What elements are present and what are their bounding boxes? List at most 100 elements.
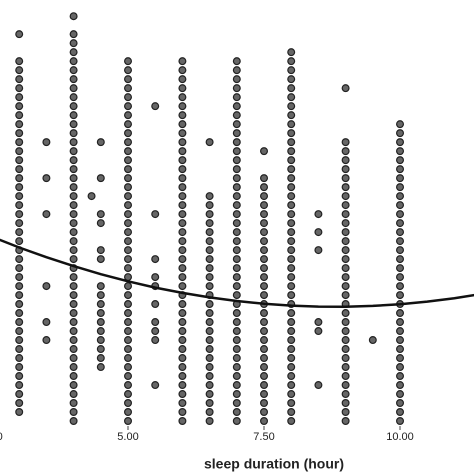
point [96, 246, 105, 255]
point [396, 318, 405, 327]
point [96, 318, 105, 327]
point [178, 282, 187, 291]
point [287, 327, 296, 336]
point [205, 318, 214, 327]
point [287, 84, 296, 93]
point [178, 300, 187, 309]
point [69, 12, 78, 21]
point [396, 246, 405, 255]
point [124, 102, 133, 111]
point [96, 138, 105, 147]
point [69, 156, 78, 165]
point [341, 336, 350, 345]
point [15, 408, 24, 417]
point [341, 327, 350, 336]
point [314, 327, 323, 336]
point [287, 57, 296, 66]
point [124, 327, 133, 336]
point [15, 228, 24, 237]
point [287, 165, 296, 174]
point [96, 219, 105, 228]
point [205, 408, 214, 417]
point [124, 93, 133, 102]
point [232, 327, 241, 336]
point [124, 138, 133, 147]
point [178, 372, 187, 381]
point [205, 390, 214, 399]
point [124, 228, 133, 237]
point [260, 372, 269, 381]
point [260, 282, 269, 291]
point [69, 30, 78, 39]
point [232, 219, 241, 228]
point [15, 66, 24, 75]
point [151, 300, 160, 309]
point [178, 345, 187, 354]
point [287, 138, 296, 147]
point [124, 345, 133, 354]
point [69, 219, 78, 228]
point [287, 273, 296, 282]
point [205, 300, 214, 309]
point [396, 363, 405, 372]
point [232, 372, 241, 381]
point [15, 183, 24, 192]
point [15, 174, 24, 183]
point [314, 318, 323, 327]
point [178, 210, 187, 219]
point [96, 363, 105, 372]
point [260, 417, 269, 426]
point [124, 201, 133, 210]
point [396, 129, 405, 138]
point [232, 318, 241, 327]
point [69, 372, 78, 381]
point [232, 390, 241, 399]
point [124, 246, 133, 255]
point [96, 174, 105, 183]
point [314, 381, 323, 390]
point [96, 336, 105, 345]
point [178, 273, 187, 282]
point [124, 84, 133, 93]
point [232, 282, 241, 291]
point [15, 102, 24, 111]
x-tick-label: 7.50 [253, 431, 274, 443]
point [15, 363, 24, 372]
point [69, 255, 78, 264]
point [205, 417, 214, 426]
point [69, 345, 78, 354]
point [260, 255, 269, 264]
point [396, 399, 405, 408]
point [69, 57, 78, 66]
point [205, 192, 214, 201]
point [15, 165, 24, 174]
point [232, 408, 241, 417]
point [96, 210, 105, 219]
point [287, 291, 296, 300]
point [205, 264, 214, 273]
point [341, 282, 350, 291]
point [69, 93, 78, 102]
point [15, 336, 24, 345]
point [15, 75, 24, 84]
point [260, 273, 269, 282]
point [69, 336, 78, 345]
point [205, 201, 214, 210]
point [232, 291, 241, 300]
point [96, 309, 105, 318]
point [396, 201, 405, 210]
point [260, 363, 269, 372]
point [124, 219, 133, 228]
point [287, 75, 296, 84]
point [15, 138, 24, 147]
point [232, 57, 241, 66]
point [69, 327, 78, 336]
point [341, 309, 350, 318]
point [232, 201, 241, 210]
point [96, 300, 105, 309]
point [69, 138, 78, 147]
point [341, 246, 350, 255]
point [124, 129, 133, 138]
point [396, 237, 405, 246]
